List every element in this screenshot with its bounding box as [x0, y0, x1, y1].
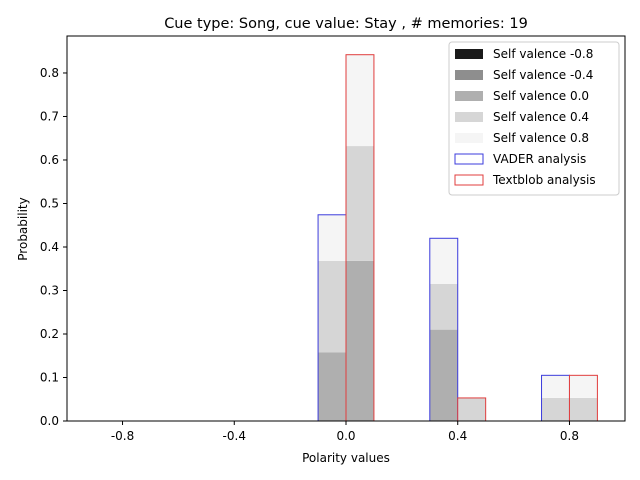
bar-segment: [318, 260, 346, 353]
legend-swatch: [454, 153, 484, 165]
plot-area: [66, 35, 626, 422]
x-axis: -0.8 -0.4 0.0 0.4 0.8: [111, 421, 579, 443]
legend-swatch: [454, 174, 484, 186]
legend-label: Textblob analysis: [492, 173, 596, 187]
y-axis-label: Probability: [16, 197, 30, 260]
legend-swatch: [455, 112, 483, 122]
bar-segment: [569, 375, 598, 398]
x-tick-label: 0.8: [560, 429, 579, 443]
bar-segment: [346, 146, 374, 261]
legend-label: Self valence -0.4: [493, 68, 593, 82]
bar-segment: [318, 214, 346, 261]
y-tick-label: 0.5: [40, 196, 59, 210]
legend: Self valence -0.8 Self valence -0.4 Self v…: [448, 41, 620, 196]
chart-title: Cue type: Song, cue value: Stay , # memo…: [164, 16, 528, 32]
y-tick-label: 0.4: [40, 240, 59, 254]
legend-label: Self valence 0.4: [493, 110, 589, 124]
x-tick-label: 0.4: [448, 429, 467, 443]
bar-segment: [541, 397, 570, 421]
legend-swatch: [455, 133, 483, 143]
y-tick-label: 0.7: [40, 109, 59, 123]
y-tick-label: 0.2: [40, 327, 59, 341]
x-tick-label: 0.0: [336, 429, 355, 443]
bar-segment: [429, 283, 458, 330]
bar-segment: [346, 54, 374, 147]
legend-label: Self valence -0.8: [493, 47, 593, 61]
legend-label: Self valence 0.8: [493, 131, 589, 145]
bar-segment: [346, 260, 374, 421]
y-tick-label: 0.3: [40, 283, 59, 297]
y-tick-label: 0.6: [40, 153, 59, 167]
y-tick-label: 0.8: [40, 66, 59, 80]
y-tick-label: 0.0: [40, 414, 59, 428]
bar-segment: [457, 397, 486, 421]
y-axis: 0.0 0.1 0.2 0.3 0.4 0.5 0.6 0.7 0.8: [40, 66, 67, 428]
x-tick-label: -0.4: [223, 429, 246, 443]
legend-swatch: [455, 91, 483, 101]
legend-label: Self valence 0.0: [493, 89, 589, 103]
bar-segment: [541, 375, 570, 398]
bar-segment: [429, 238, 458, 284]
legend-swatch: [455, 49, 483, 59]
x-axis-label: Polarity values: [302, 451, 390, 465]
y-tick-label: 0.1: [40, 370, 59, 384]
x-tick-label: -0.8: [111, 429, 134, 443]
bar-segment: [569, 397, 598, 421]
legend-label: VADER analysis: [493, 152, 586, 166]
legend-swatch: [455, 70, 483, 80]
legend-box: [448, 41, 620, 196]
bar-segment: [429, 329, 458, 421]
bar-segment: [318, 352, 346, 421]
